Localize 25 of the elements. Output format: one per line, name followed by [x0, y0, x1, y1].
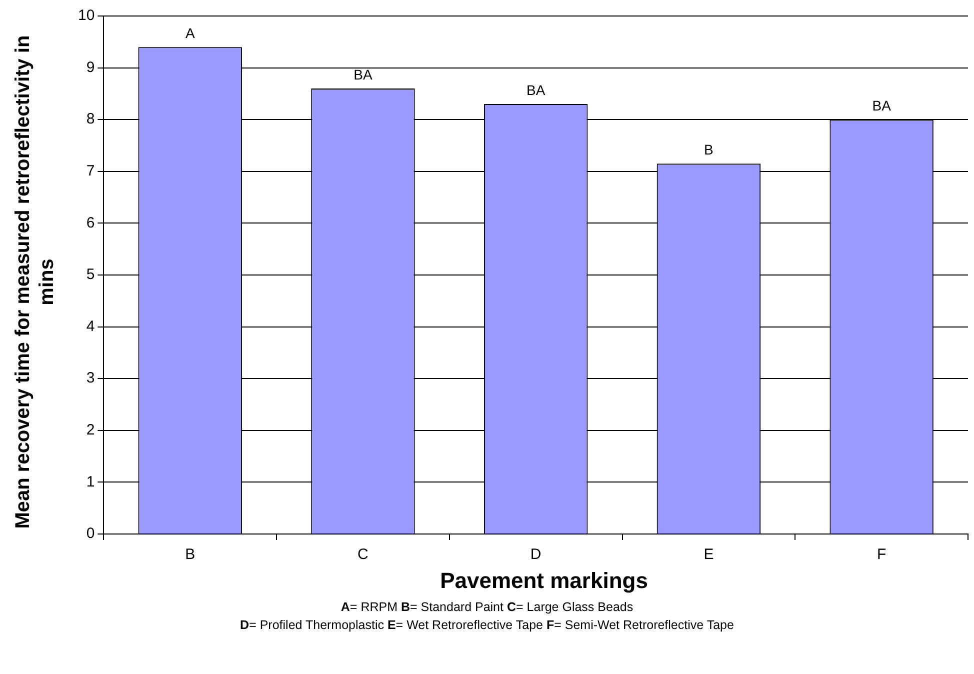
y-axis-title: Mean recovery time for measured retroreflectivity in mins — [11, 34, 59, 531]
x-axis-title: Pavement markings — [439, 568, 649, 594]
x-tick-label: D — [530, 546, 542, 564]
y-tick-label: 8 — [86, 110, 95, 128]
y-tick-label: 7 — [86, 162, 95, 180]
annotation: B — [704, 141, 714, 158]
y-tick-label: 5 — [86, 266, 95, 284]
text: D= Profiled Thermoplastic E= Wet Retroreflective Tape F= Semi-Wet Retroreflective Tape — [240, 618, 734, 632]
y-tick-label: 10 — [78, 7, 95, 24]
x-tick-label: C — [358, 546, 369, 564]
x-tick-label: F — [876, 546, 886, 564]
y-tick-label: 1 — [86, 473, 95, 490]
y-tick-label: 2 — [86, 422, 95, 439]
y-tick-label: 4 — [86, 318, 95, 335]
text: A= RRPM B= Standard Paint C= Large Glass Beads — [340, 600, 634, 614]
y-tick-label: 9 — [86, 58, 95, 76]
y-tick-label: 3 — [86, 370, 95, 387]
y-tick-label: 6 — [86, 214, 95, 232]
annotation: BA — [526, 82, 546, 98]
annotation: A — [185, 24, 196, 41]
annotation: BA — [872, 97, 892, 114]
y-tick-label: 0 — [86, 525, 95, 542]
x-tick-label: E — [704, 546, 714, 564]
annotation: BA — [354, 66, 373, 82]
x-tick-label: B — [185, 546, 196, 564]
